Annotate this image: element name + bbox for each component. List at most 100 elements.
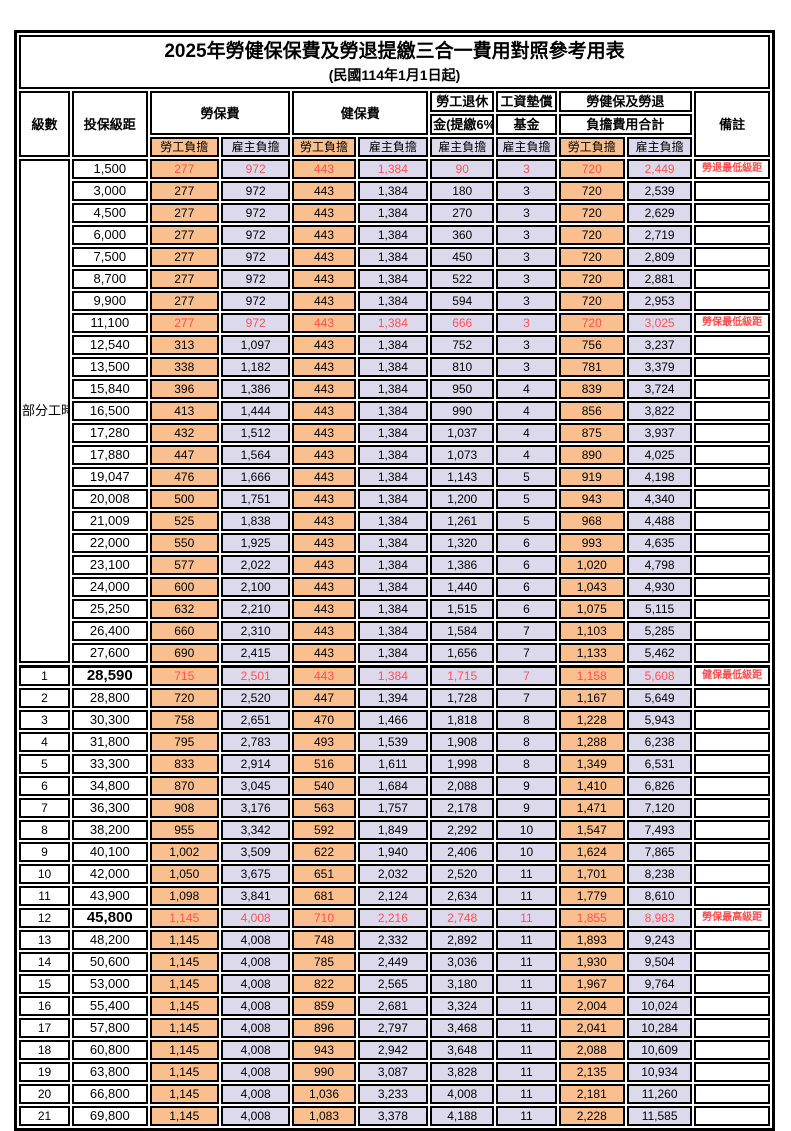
cell-total-employee: 720 bbox=[558, 181, 625, 201]
cell-fund-employer: 10 bbox=[496, 842, 557, 862]
cell-health-employee: 443 bbox=[292, 643, 356, 663]
table-row: 9 40,100 1,002 3,509 622 1,940 2,406 10 1,624 7,8… bbox=[19, 842, 770, 862]
cell-total-employer: 5,649 bbox=[626, 688, 693, 708]
cell-labor-employee: 660 bbox=[149, 621, 219, 641]
cell-bracket: 7,500 bbox=[72, 247, 148, 267]
cell-level: 14 bbox=[19, 952, 71, 972]
cell-bracket: 13,500 bbox=[72, 357, 148, 377]
cell-pension-employer: 1,515 bbox=[430, 599, 495, 619]
cell-labor-employee: 1,002 bbox=[149, 842, 219, 862]
subheader-labor-employer: 雇主負擔 bbox=[220, 137, 291, 157]
cell-health-employer: 2,032 bbox=[357, 864, 429, 884]
cell-bracket: 28,590 bbox=[72, 665, 148, 686]
cell-fund-employer: 11 bbox=[496, 908, 557, 928]
cell-level: 21 bbox=[19, 1106, 71, 1126]
cell-remark bbox=[694, 247, 770, 267]
cell-pension-employer: 2,520 bbox=[430, 864, 495, 884]
cell-total-employer: 4,198 bbox=[626, 467, 693, 487]
cell-pension-employer: 3,648 bbox=[430, 1040, 495, 1060]
cell-remark bbox=[694, 996, 770, 1016]
cell-pension-employer: 1,261 bbox=[430, 511, 495, 531]
cell-fund-employer: 7 bbox=[496, 621, 557, 641]
cell-labor-employer: 2,210 bbox=[220, 599, 291, 619]
cell-pension-employer: 2,292 bbox=[430, 820, 495, 840]
cell-pension-employer: 522 bbox=[430, 269, 495, 289]
cell-bracket: 21,009 bbox=[72, 511, 148, 531]
table-row: 19,047 476 1,666 443 1,384 1,143 5 919 4,198 bbox=[19, 467, 770, 487]
cell-health-employee: 443 bbox=[292, 555, 356, 575]
cell-health-employer: 1,757 bbox=[357, 798, 429, 818]
cell-labor-employer: 4,008 bbox=[220, 1062, 291, 1082]
cell-labor-employee: 577 bbox=[149, 555, 219, 575]
cell-bracket: 26,400 bbox=[72, 621, 148, 641]
cell-fund-employer: 6 bbox=[496, 555, 557, 575]
cell-fund-employer: 6 bbox=[496, 533, 557, 553]
cell-health-employer: 1,384 bbox=[357, 181, 429, 201]
cell-health-employee: 748 bbox=[292, 930, 356, 950]
cell-total-employee: 1,930 bbox=[558, 952, 625, 972]
cell-labor-employer: 1,512 bbox=[220, 423, 291, 443]
cell-bracket: 27,600 bbox=[72, 643, 148, 663]
header-row-1: 級數 投保級距 勞保費 健保費 勞工退休 工資墊償 勞健保及勞退 備註 bbox=[19, 91, 770, 157]
cell-fund-employer: 8 bbox=[496, 754, 557, 774]
cell-health-employee: 563 bbox=[292, 798, 356, 818]
cell-labor-employee: 1,145 bbox=[149, 952, 219, 972]
cell-labor-employer: 4,008 bbox=[220, 996, 291, 1016]
cell-labor-employee: 1,098 bbox=[149, 886, 219, 906]
cell-total-employee: 720 bbox=[558, 203, 625, 223]
cell-labor-employer: 4,008 bbox=[220, 1106, 291, 1126]
cell-total-employee: 1,167 bbox=[558, 688, 625, 708]
cell-labor-employee: 550 bbox=[149, 533, 219, 553]
cell-labor-employee: 500 bbox=[149, 489, 219, 509]
cell-health-employee: 443 bbox=[292, 159, 356, 179]
cell-bracket: 55,400 bbox=[72, 996, 148, 1016]
cell-health-employer: 1,384 bbox=[357, 555, 429, 575]
table-row: 6,000 277 972 443 1,384 360 3 720 2,719 bbox=[19, 225, 770, 245]
title-row: 2025年勞健保保費及勞退提繳三合一費用對照參考用表 (民國114年1月1日起) bbox=[19, 35, 770, 89]
cell-level: 7 bbox=[19, 798, 71, 818]
cell-labor-employee: 1,145 bbox=[149, 1040, 219, 1060]
cell-fund-employer: 11 bbox=[496, 974, 557, 994]
cell-health-employer: 1,384 bbox=[357, 621, 429, 641]
subheader-health-employee: 勞工負擔 bbox=[292, 137, 356, 157]
premium-comparison-table: 2025年勞健保保費及勞退提繳三合一費用對照參考用表 (民國114年1月1日起)… bbox=[14, 30, 775, 1131]
cell-pension-employer: 1,037 bbox=[430, 423, 495, 443]
cell-remark bbox=[694, 1040, 770, 1060]
cell-fund-employer: 10 bbox=[496, 820, 557, 840]
cell-labor-employer: 3,176 bbox=[220, 798, 291, 818]
cell-health-employee: 516 bbox=[292, 754, 356, 774]
cell-pension-employer: 2,406 bbox=[430, 842, 495, 862]
col-header-pension-line1: 勞工退休 bbox=[430, 91, 495, 112]
cell-health-employer: 2,449 bbox=[357, 952, 429, 972]
cell-total-employee: 839 bbox=[558, 379, 625, 399]
table-row: 21 69,800 1,145 4,008 1,083 3,378 4,188 11 2,228… bbox=[19, 1106, 770, 1126]
cell-level: 8 bbox=[19, 820, 71, 840]
cell-total-employee: 875 bbox=[558, 423, 625, 443]
cell-labor-employer: 1,666 bbox=[220, 467, 291, 487]
cell-labor-employer: 1,838 bbox=[220, 511, 291, 531]
cell-pension-employer: 950 bbox=[430, 379, 495, 399]
cell-fund-employer: 11 bbox=[496, 864, 557, 884]
cell-bracket: 48,200 bbox=[72, 930, 148, 950]
cell-health-employer: 1,940 bbox=[357, 842, 429, 862]
cell-fund-employer: 11 bbox=[496, 886, 557, 906]
cell-pension-employer: 2,178 bbox=[430, 798, 495, 818]
cell-total-employer: 6,531 bbox=[626, 754, 693, 774]
table-row: 1 28,590 715 2,501 443 1,384 1,715 7 1,158 5,608 健… bbox=[19, 665, 770, 686]
cell-labor-employer: 1,097 bbox=[220, 335, 291, 355]
cell-remark bbox=[694, 511, 770, 531]
cell-health-employer: 1,384 bbox=[357, 269, 429, 289]
cell-labor-employee: 338 bbox=[149, 357, 219, 377]
cell-bracket: 24,000 bbox=[72, 577, 148, 597]
cell-remark bbox=[694, 643, 770, 663]
cell-pension-employer: 4,188 bbox=[430, 1106, 495, 1126]
cell-remark bbox=[694, 842, 770, 862]
cell-bracket: 25,250 bbox=[72, 599, 148, 619]
cell-remark bbox=[694, 203, 770, 223]
cell-bracket: 43,900 bbox=[72, 886, 148, 906]
cell-fund-employer: 9 bbox=[496, 776, 557, 796]
cell-health-employee: 443 bbox=[292, 665, 356, 686]
cell-total-employer: 6,826 bbox=[626, 776, 693, 796]
cell-labor-employee: 955 bbox=[149, 820, 219, 840]
